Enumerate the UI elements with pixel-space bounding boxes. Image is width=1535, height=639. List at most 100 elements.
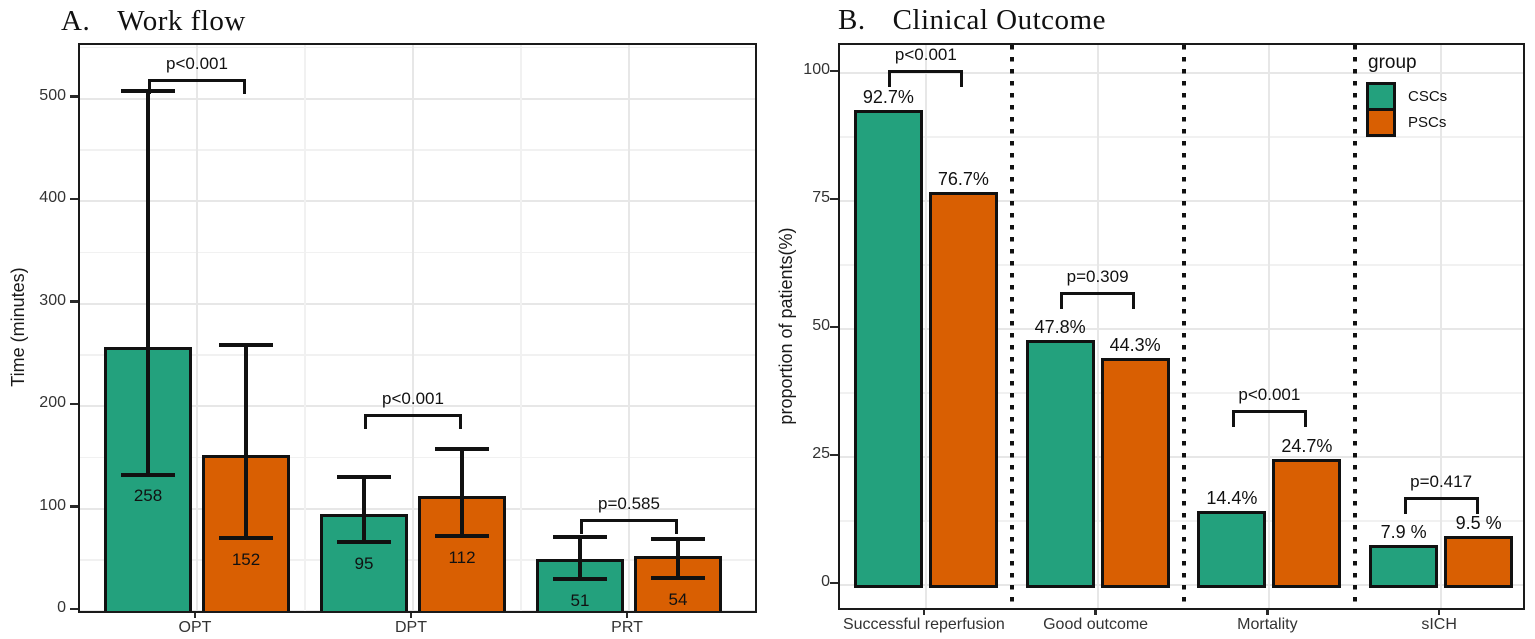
bar-cscs-dpt (320, 513, 408, 611)
x-axis-tick (625, 613, 629, 618)
panel-b-y-axis-label: proportion of patients(%) (776, 227, 796, 425)
panel-a-y-axis-label: Time (minutes) (8, 267, 28, 387)
y-axis-tick-label: 50 (812, 317, 830, 334)
category-separator-dotted-line (1353, 45, 1358, 608)
gridline-major-h (80, 507, 755, 510)
gridline-major-h (80, 610, 755, 611)
y-axis-tick (70, 505, 78, 508)
x-axis-tick-label: Successful reperfusion (842, 616, 1005, 633)
significance-bracket (1060, 292, 1136, 310)
bar-percent-label: 14.4% (1206, 488, 1258, 509)
category-separator-dotted-line (1181, 45, 1186, 608)
bar-percent-label: 24.7% (1281, 435, 1333, 456)
error-bar-cap-bottom (553, 577, 607, 582)
bar-pscs-sich (1444, 536, 1514, 588)
p-value-label: p=0.417 (1410, 471, 1473, 491)
y-axis-tick-label: 75 (812, 189, 830, 206)
y-axis-tick-label: 500 (39, 86, 66, 104)
bar-percent-label: 9.5 % (1455, 513, 1502, 534)
bar-percent-label: 7.9 % (1380, 521, 1427, 542)
gridline-major-v (412, 45, 414, 611)
legend-title: group (1368, 52, 1417, 73)
y-axis-tick-label: 200 (39, 394, 66, 411)
x-axis-tick (922, 610, 926, 615)
error-bar-line (578, 537, 582, 580)
bar-value-label: 51 (570, 590, 590, 610)
y-axis-tick-label: 400 (39, 189, 66, 206)
y-axis-tick-label: 100 (803, 61, 830, 78)
error-bar-cap-bottom (121, 472, 175, 477)
legend: group CSCs PSCs (1366, 52, 1447, 137)
error-bar-cap-bottom (435, 534, 489, 539)
gridline-minor-h (80, 559, 755, 561)
p-value-label: p=0.585 (598, 493, 660, 513)
error-bar-cap-top (651, 537, 705, 542)
legend-swatch-cscs (1366, 82, 1396, 111)
bar-pscs-good-outcome (1100, 358, 1170, 588)
error-bar-cap-top (337, 474, 391, 479)
x-axis-tick (1437, 610, 1441, 615)
y-axis-tick-label: 0 (821, 573, 830, 590)
x-axis-tick-label: Mortality (1237, 616, 1298, 633)
bar-percent-label: 47.8% (1034, 317, 1086, 338)
x-axis-tick-label: PRT (611, 619, 643, 636)
gridline-major-v (628, 45, 630, 611)
x-axis-tick (1266, 610, 1269, 615)
error-bar-cap-bottom (219, 536, 273, 541)
error-bar-cap-top (435, 447, 489, 452)
bar-cscs-good-outcome (1025, 340, 1095, 588)
panel-b-title: B. Clinical Outcome (838, 4, 1106, 37)
y-axis-tick-label: 300 (39, 291, 66, 309)
bar-cscs-mortality (1197, 511, 1267, 588)
p-value-label: p=0.309 (1066, 267, 1129, 287)
y-axis-tick (70, 607, 78, 611)
x-axis-tick (193, 613, 197, 618)
bar-value-label: 95 (354, 553, 374, 573)
bar-percent-label: 44.3% (1109, 335, 1161, 356)
significance-bracket (148, 79, 246, 95)
p-value-label: p<0.001 (166, 54, 228, 74)
error-bar-line (460, 449, 464, 537)
gridline-minor-v (520, 45, 522, 611)
bar-pscs-successful-reperfusion (928, 192, 998, 588)
p-value-label: p<0.001 (382, 389, 444, 409)
bar-cscs-sich (1369, 544, 1439, 588)
legend-label-pscs: PSCs (1408, 114, 1447, 131)
legend-label-cscs: CSCs (1408, 88, 1448, 105)
bar-value-label: 54 (668, 589, 688, 609)
x-axis-tick (1094, 610, 1097, 615)
y-axis-tick (830, 325, 838, 329)
y-axis-tick-label: 100 (39, 496, 66, 514)
significance-bracket (1231, 409, 1307, 427)
gridline-major-h (80, 405, 755, 407)
gridline-minor-h (80, 149, 755, 151)
gridline-minor-h (80, 46, 755, 48)
gridline-major-v (196, 45, 198, 611)
significance-bracket (580, 518, 678, 534)
gridline-minor-h (80, 456, 755, 458)
gridline-major-v (1440, 45, 1443, 608)
y-axis-tick-label: 0 (57, 599, 66, 616)
panel-b-label: B. (838, 4, 866, 36)
category-separator-dotted-line (1009, 45, 1014, 608)
gridline-major-h (80, 200, 755, 202)
y-axis-tick (70, 300, 78, 303)
x-axis-tick-label: OPT (178, 619, 212, 636)
y-axis-tick-label: 25 (812, 445, 830, 462)
error-bar-line (146, 91, 150, 475)
error-bar-cap-top (219, 342, 273, 347)
gridline-minor-h (80, 251, 755, 253)
panel-b-plot-area: 92.7% 47.8% 14.4% 7.9 % 76.7% 44.3% 24.7% 9.5 %… (838, 43, 1525, 610)
x-axis-tick-label: DPT (395, 619, 427, 636)
panel-a-title-text: Work flow (117, 5, 246, 37)
bar-pscs-mortality (1272, 458, 1342, 588)
legend-swatch-pscs (1366, 108, 1396, 137)
error-bar-cap-bottom (337, 540, 391, 545)
gridline-major-h (80, 302, 755, 305)
gridline-major-h (80, 97, 755, 100)
panel-a-title: A. Work flow (61, 5, 246, 38)
significance-bracket (888, 70, 964, 88)
panel-a-label: A. (61, 5, 91, 37)
gridline-major-v (924, 45, 927, 608)
